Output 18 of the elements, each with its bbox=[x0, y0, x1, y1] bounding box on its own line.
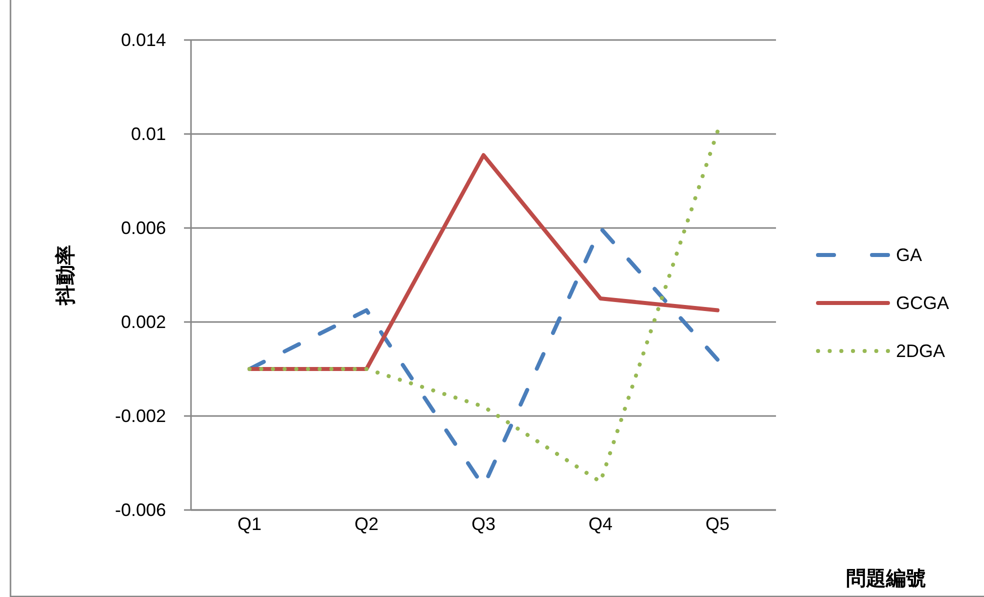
y-axis-title: 抖動率 bbox=[54, 245, 77, 306]
line-series bbox=[248, 153, 720, 371]
y-tick-label: 0.002 bbox=[120, 312, 166, 332]
x-tick-label: Q4 bbox=[588, 514, 613, 534]
x-tick-label: Q3 bbox=[471, 514, 496, 534]
line-series bbox=[248, 130, 720, 484]
legend-label: GA bbox=[896, 245, 922, 265]
legend-label: 2DGA bbox=[896, 341, 946, 361]
legend-label: GCGA bbox=[896, 293, 950, 313]
y-tick-label: 0.01 bbox=[130, 124, 166, 144]
y-tick-label: -0.006 bbox=[114, 500, 166, 520]
y-tick-label: 0.014 bbox=[120, 30, 166, 50]
x-tick-label: Q2 bbox=[354, 514, 379, 534]
x-tick-label: Q1 bbox=[237, 514, 262, 534]
y-tick-label: 0.006 bbox=[120, 218, 166, 238]
x-axis-title: 問題編號 bbox=[846, 568, 926, 590]
x-tick-label: Q5 bbox=[705, 514, 730, 534]
y-tick-label: -0.002 bbox=[114, 406, 166, 426]
